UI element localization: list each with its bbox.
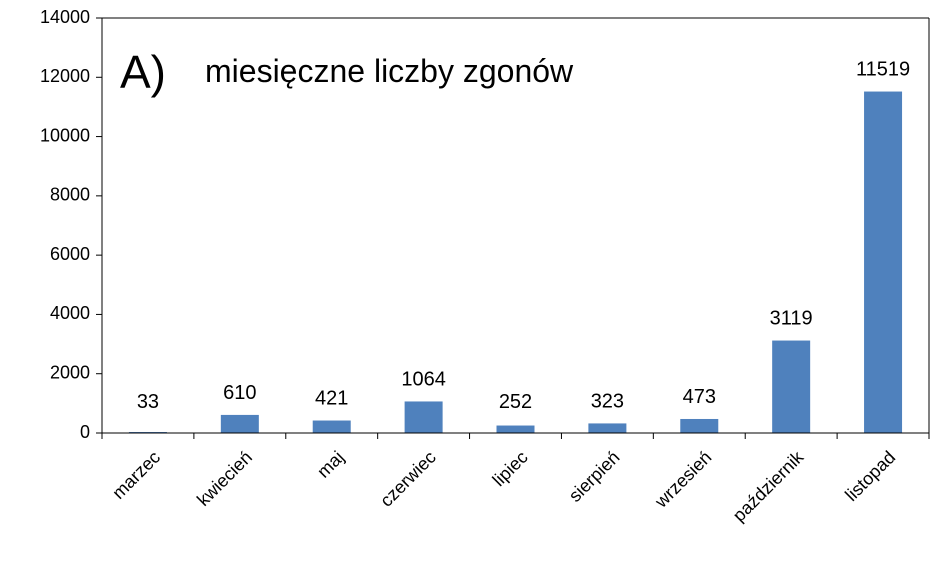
x-tick-label: kwiecień xyxy=(193,447,256,510)
bar xyxy=(680,418,719,433)
y-tick-label: 8000 xyxy=(50,185,90,205)
chart-title: miesięczne liczby zgonów xyxy=(205,53,574,89)
bar xyxy=(496,425,535,433)
bar xyxy=(404,401,443,433)
y-tick-label: 14000 xyxy=(40,7,90,27)
data-label: 3119 xyxy=(770,308,813,330)
data-label: 323 xyxy=(591,390,624,412)
x-tick-label: lipiec xyxy=(489,447,532,490)
y-tick-label: 4000 xyxy=(50,303,90,323)
x-tick-label: listopad xyxy=(841,447,899,505)
data-label: 421 xyxy=(315,388,348,410)
x-tick-label: sierpień xyxy=(565,447,624,506)
x-tick-label: październik xyxy=(729,446,808,525)
x-tick-label: czerwiec xyxy=(376,447,440,511)
y-tick-label: 2000 xyxy=(50,362,90,382)
x-tick-label: marzec xyxy=(108,447,164,503)
data-label: 610 xyxy=(223,382,256,404)
x-tick-label: wrzesień xyxy=(650,447,715,512)
y-tick-label: 0 xyxy=(80,422,90,442)
bar xyxy=(864,91,903,433)
data-label: 473 xyxy=(683,386,716,408)
bar xyxy=(772,340,811,433)
data-label: 1064 xyxy=(401,368,446,390)
bar xyxy=(312,420,351,433)
y-tick-label: 6000 xyxy=(50,244,90,264)
data-label: 252 xyxy=(499,391,532,413)
bar xyxy=(588,423,627,433)
y-tick-label: 10000 xyxy=(40,125,90,145)
y-tick-label: 12000 xyxy=(40,66,90,86)
bar xyxy=(220,414,259,433)
x-tick-label: maj xyxy=(313,447,348,482)
data-label: 33 xyxy=(137,391,159,413)
chart-label: A) xyxy=(120,46,166,98)
data-label: 11519 xyxy=(856,59,910,81)
